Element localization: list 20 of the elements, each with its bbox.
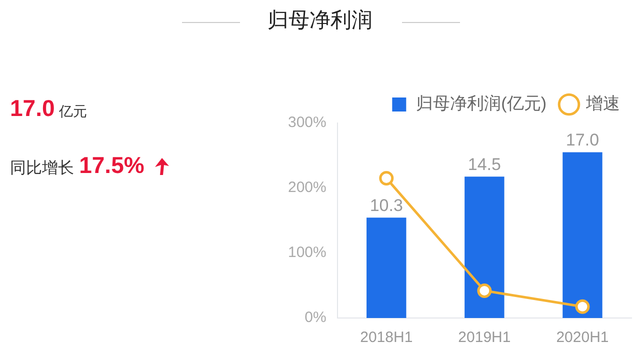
y-tick-label: 100% (288, 244, 326, 262)
text: 17.5% (79, 152, 144, 178)
y-tick-label: 0% (304, 309, 326, 326)
chart-title: 归母净利润 (266, 7, 374, 34)
text: 17.0 (10, 95, 55, 121)
point (575, 299, 590, 314)
x-tick-label: 2020H1 (556, 329, 609, 346)
y-tick-label: 200% (288, 179, 326, 196)
x-tick-label: 2018H1 (360, 329, 413, 346)
legend-label: 归母净利润(亿元) (416, 94, 547, 114)
y-tick-label: 300% (288, 114, 326, 132)
point (379, 171, 394, 186)
point (477, 283, 492, 298)
x-tick-label: 2019H1 (458, 329, 511, 346)
data-label: 14.5 (468, 154, 501, 174)
text: 同比增长 (10, 158, 74, 177)
data-label: 10.3 (370, 196, 403, 215)
text: 亿元 (59, 104, 88, 120)
legend-label: 增速 (585, 94, 620, 114)
data-label: 17.0 (566, 130, 600, 150)
